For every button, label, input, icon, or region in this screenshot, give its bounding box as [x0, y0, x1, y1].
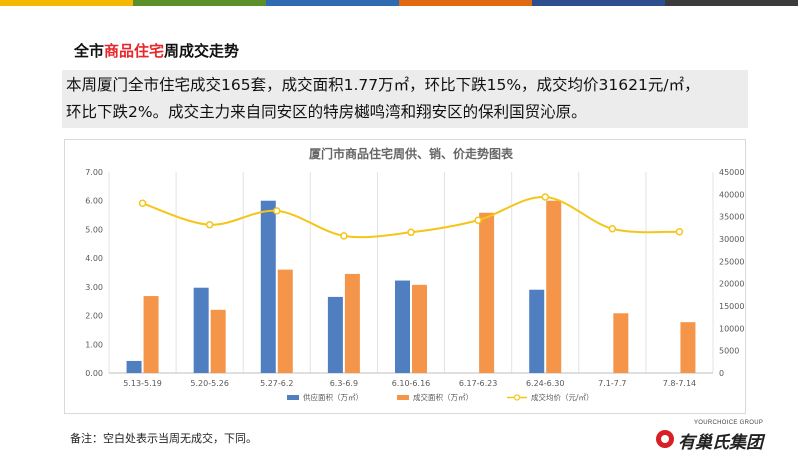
x-tick-label: 6.24-6.30: [526, 379, 565, 388]
top-bar-segment: [665, 0, 798, 6]
price-point: [340, 232, 348, 240]
top-bar-segment: [133, 0, 266, 6]
y-left-tick-label: 0.00: [85, 369, 103, 378]
x-tick-label: 7.8-7.14: [663, 379, 696, 388]
deal-bar: [412, 284, 427, 373]
y-right-tick-label: 25000: [719, 257, 744, 266]
price-point: [205, 220, 214, 229]
supply-bar: [529, 289, 545, 373]
company-logo: YOURCHOICE GROUP 有巢氏集团: [650, 416, 770, 453]
y-right-tick-label: 45000: [719, 168, 744, 177]
y-left-tick-label: 3.00: [85, 283, 103, 292]
top-bar-segment: [0, 0, 133, 6]
y-right-tick-label: 15000: [719, 302, 744, 311]
logo-english-text: YOURCHOICE GROUP: [694, 420, 764, 426]
y-right-tick-label: 5000: [719, 347, 739, 356]
legend-supply-label: 供应面积（万㎡）: [303, 392, 363, 402]
deal-bar: [479, 212, 495, 373]
summary-line-2: 环比下跌2%。成交主力来自同安区的特房樾鸣湾和翔安区的保利国贸沁原。: [66, 103, 587, 121]
legend-deal-label: 成交面积（万㎡）: [413, 392, 473, 402]
y-left-tick-label: 2.00: [85, 312, 103, 321]
legend-price-marker: [513, 394, 521, 401]
top-bar-segment: [399, 0, 532, 6]
supply-bar: [395, 280, 410, 373]
legend-deal-swatch: [397, 395, 409, 400]
y-right-tick-label: 20000: [719, 280, 744, 289]
legend-supply-swatch: [287, 395, 299, 400]
y-right-tick-label: 0: [719, 369, 724, 378]
deal-bar: [143, 296, 159, 373]
x-tick-label: 6.10-6.16: [392, 379, 431, 388]
supply-bar: [126, 360, 142, 373]
x-tick-label: 7.1-7.7: [598, 379, 626, 388]
y-left-tick-label: 7.00: [85, 168, 103, 177]
price-point: [541, 193, 549, 201]
deal-bar: [210, 309, 226, 373]
y-left-tick-label: 4.00: [85, 254, 103, 263]
page-title: 全市商品住宅周成交走势: [74, 40, 239, 61]
x-tick-label: 6.17-6.23: [459, 379, 498, 388]
legend-price-label: 成交均价（元/㎡）: [531, 392, 594, 402]
title-suffix: 周成交走势: [164, 42, 240, 60]
y-left-tick-label: 6.00: [85, 197, 103, 206]
footnote: 备注：空白处表示当周无成交，下同。: [70, 432, 257, 445]
top-bar-segment: [266, 0, 399, 6]
supply-bar: [193, 287, 209, 373]
price-point: [138, 199, 147, 208]
y-right-tick-label: 30000: [719, 235, 744, 244]
y-right-tick-label: 10000: [719, 324, 744, 333]
deal-bar: [680, 322, 696, 373]
chart-svg: 厦门市商品住宅周供、销、价走势图表 0.00 1.00 2.00 3.00 4.00 5.0…: [85, 146, 744, 402]
price-point: [608, 224, 617, 233]
deal-bar: [546, 200, 562, 373]
supply-bar: [260, 200, 276, 373]
x-tick-label: 5.13-5.19: [123, 379, 162, 388]
deal-bar: [344, 273, 360, 373]
logo-mark-icon: [656, 430, 674, 448]
title-highlight: 商品住宅: [104, 42, 165, 60]
title-prefix: 全市: [74, 42, 105, 60]
y-left-tick-label: 1.00: [85, 340, 103, 349]
price-point: [675, 228, 684, 236]
y-left-tick-label: 5.00: [85, 225, 103, 234]
deal-bar: [277, 269, 293, 373]
price-point: [273, 207, 281, 215]
summary-box: 本周厦门全市住宅成交165套，成交面积1.77万㎡，环比下跌15%，成交均价31…: [62, 70, 748, 128]
x-tick-label: 5.27-6.2: [260, 379, 293, 388]
top-color-bar: [0, 0, 798, 6]
logo-chinese-text: 有巢氏集团: [678, 433, 763, 453]
top-bar-segment: [532, 0, 665, 6]
chart-container: 厦门市商品住宅周供、销、价走势图表 0.00 1.00 2.00 3.00 4.00 5.0…: [64, 139, 746, 414]
y-right-tick-label: 40000: [719, 190, 744, 199]
y-right-tick-label: 35000: [719, 213, 744, 222]
chart-title: 厦门市商品住宅周供、销、价走势图表: [309, 146, 514, 161]
price-point: [474, 216, 482, 224]
x-tick-label: 5.20-5.26: [190, 379, 229, 388]
price-point: [407, 228, 415, 237]
deal-bar: [613, 313, 629, 373]
supply-bar: [327, 296, 343, 373]
x-tick-label: 6.3-6.9: [330, 379, 358, 388]
summary-line-1: 本周厦门全市住宅成交165套，成交面积1.77万㎡，环比下跌15%，成交均价31…: [66, 76, 700, 94]
